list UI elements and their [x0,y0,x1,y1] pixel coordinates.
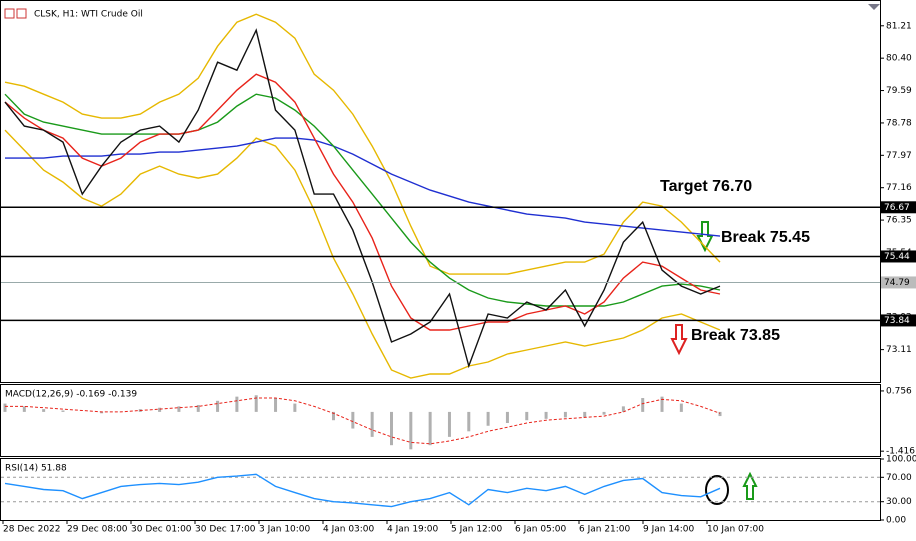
highlight-circle [705,475,729,505]
annotation: Break 73.85 [691,327,780,344]
icon [868,4,880,10]
icon [4,8,15,19]
y-tick-label: 80.40 [886,54,912,64]
y-tick-label: 78.78 [886,118,912,128]
level-label: 73.84 [884,316,910,326]
x-tick-label: 28 Dec 2022 [3,525,61,535]
level-tag [881,201,916,214]
level-label: 76.67 [884,203,910,213]
y-tick-label: 100.00 [886,455,916,465]
level-tag [881,250,916,263]
x-tick-label: 29 Dec 08:00 [67,525,128,535]
x-tick-label: 6 Jan 21:00 [579,525,631,535]
x-tick-label: 4 Jan 03:00 [323,525,375,535]
x-tick-label: 3 Jan 10:00 [259,525,311,535]
x-tick-label: 4 Jan 19:00 [387,525,439,535]
arrow-up [742,471,758,500]
x-tick-label: 6 Jan 05:00 [515,525,567,535]
y-tick-label: 77.16 [886,183,912,193]
series-line [5,397,721,445]
y-tick-label: 79.59 [886,86,912,96]
price-panel [0,0,881,383]
annotation: Target 76.70 [660,178,752,195]
y-tick-label: 0.00 [886,516,906,526]
chart-header: CLSK, H1: WTI Crude Oil [34,10,143,20]
macd-panel [0,384,881,457]
x-tick-label: 30 Dec 01:00 [131,525,192,535]
icon [16,8,27,19]
y-tick-label: 30.00 [886,497,912,507]
y-tick-label: 76.35 [886,216,912,226]
y-tick-label: 81.21 [886,21,912,31]
series-line [4,13,721,275]
annotation: Break 75.45 [721,229,810,246]
x-tick-label: 30 Dec 17:00 [195,525,256,535]
x-tick-label: 9 Jan 14:00 [643,525,695,535]
level-tag [881,314,916,327]
series-line [4,129,721,379]
series-line [4,28,721,369]
price-label: 74.79 [884,278,910,288]
panel-title: RSI(14) 51.88 [5,464,67,474]
y-tick-label: 0.756 [886,386,912,396]
level-label: 75.44 [884,252,910,262]
series-line [4,93,721,307]
price-tag [881,276,916,289]
arrow-down [670,324,688,356]
y-tick-label: 73.11 [886,345,912,355]
x-tick-label: 5 Jan 12:00 [451,525,503,535]
series-line [4,73,721,331]
panel-title: MACD(12,26,9) -0.169 -0.139 [5,390,137,400]
y-tick-label: -1.416 [886,447,915,457]
series-line [4,473,721,508]
y-tick-label: 77.97 [886,151,912,161]
x-tick-label: 10 Jan 07:00 [707,525,764,535]
y-tick-label: 70.00 [886,473,912,483]
series-line [5,137,721,237]
rsi-panel [0,458,881,521]
